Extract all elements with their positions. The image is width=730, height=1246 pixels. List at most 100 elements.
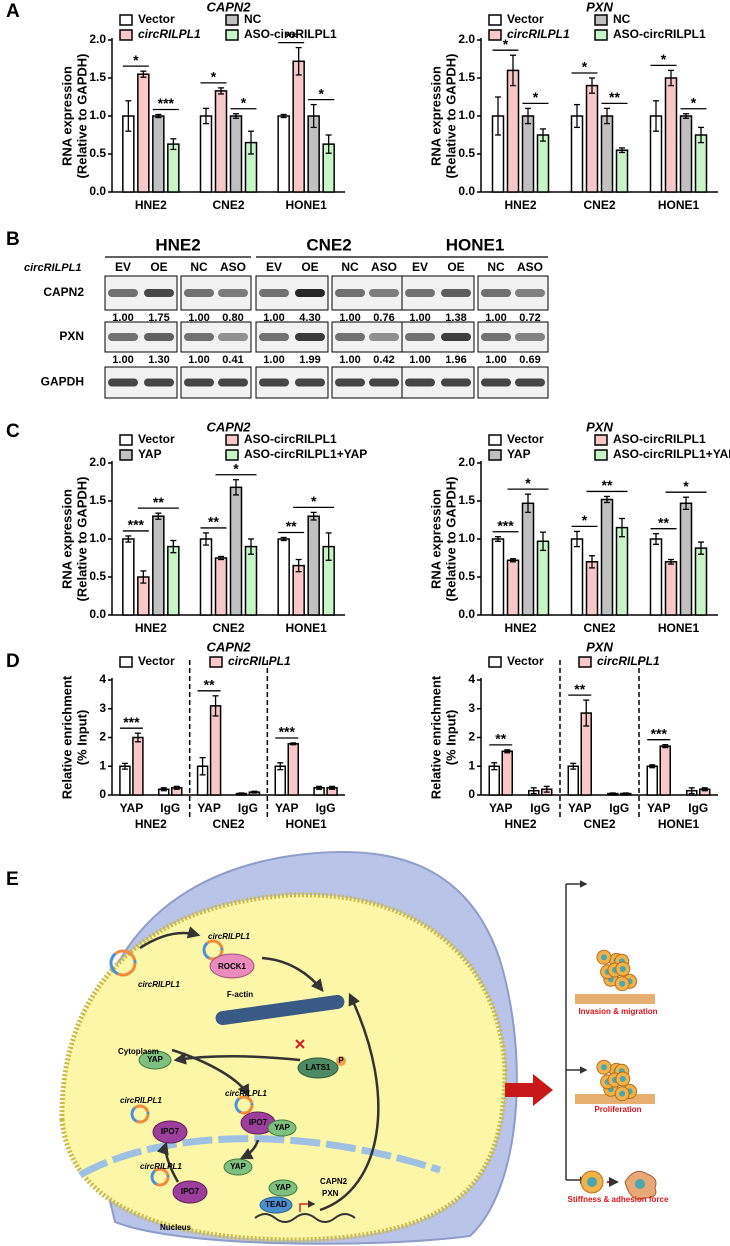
bar bbox=[229, 486, 243, 616]
significance-label: ** bbox=[208, 514, 219, 530]
quant-label: 1.30 bbox=[148, 354, 169, 366]
legend-swatch bbox=[209, 656, 223, 668]
quant-label: 4.30 bbox=[299, 312, 320, 324]
quant-label: 1.96 bbox=[445, 354, 466, 366]
diagram-label: YAP bbox=[274, 1123, 290, 1132]
error-bar bbox=[653, 100, 659, 132]
legend-label: circRILPL1 bbox=[507, 27, 570, 41]
lane-label: NC bbox=[341, 260, 359, 274]
y-tick-label: 2.0 bbox=[89, 455, 106, 469]
diagram-label: IPO7 bbox=[161, 1127, 180, 1136]
y-axis-label: (Relative to GAPDH) bbox=[443, 477, 458, 602]
diagram-label: YAP bbox=[230, 1162, 246, 1171]
bar bbox=[137, 73, 150, 193]
blot-band bbox=[184, 378, 214, 387]
diagram-label: LATS1 bbox=[306, 1063, 331, 1072]
error-bar bbox=[619, 147, 625, 154]
y-axis-label: RNA expression bbox=[428, 66, 443, 166]
significance-label: ** bbox=[609, 89, 620, 105]
legend-label: ASO-circRILPL1+YAP bbox=[613, 447, 730, 461]
bar bbox=[274, 765, 286, 796]
quant-label: 0.69 bbox=[519, 354, 540, 366]
y-axis-label: (Relative to GAPDH) bbox=[74, 477, 89, 602]
bar bbox=[600, 115, 614, 193]
y-tick-label: 2 bbox=[468, 730, 475, 744]
blot-band bbox=[441, 333, 471, 341]
error-bar bbox=[495, 96, 501, 136]
significance-label: ** bbox=[495, 731, 506, 747]
y-tick-label: 1.5 bbox=[89, 70, 106, 84]
error-bar bbox=[570, 762, 577, 770]
bar bbox=[615, 526, 629, 616]
x-tick-label: IgG bbox=[316, 801, 336, 815]
error-bar bbox=[310, 103, 317, 129]
bar bbox=[244, 545, 258, 616]
significance-label: * bbox=[211, 69, 217, 85]
x-tick-label: IgG bbox=[609, 801, 629, 815]
error-bar bbox=[683, 496, 689, 511]
group-label: HNE2 bbox=[135, 817, 167, 831]
quant-label: 1.00 bbox=[263, 312, 284, 324]
error-bar bbox=[525, 107, 531, 125]
legend-swatch bbox=[225, 434, 239, 446]
error-bar bbox=[295, 558, 302, 573]
bar bbox=[491, 538, 505, 616]
error-bar bbox=[668, 558, 674, 565]
y-axis-label: Relative enrichment bbox=[59, 675, 74, 799]
significance-label: * bbox=[661, 51, 667, 67]
error-bar bbox=[495, 536, 501, 542]
diagram-label: circRILPL1 bbox=[140, 1162, 182, 1171]
lane-label: EV bbox=[266, 260, 282, 274]
x-tick-label: YAP bbox=[275, 801, 299, 815]
blot-band bbox=[335, 378, 365, 387]
error-bar bbox=[622, 792, 629, 795]
bar bbox=[521, 502, 535, 616]
y-axis-label: (Relative to GAPDH) bbox=[443, 54, 458, 179]
y-tick-label: 1 bbox=[99, 758, 106, 772]
y-tick-label: 1.0 bbox=[89, 108, 106, 122]
circrna-ring bbox=[150, 1167, 170, 1187]
diagram-label: Cytoplasm bbox=[118, 1047, 159, 1056]
error-bar bbox=[698, 126, 704, 144]
bar bbox=[199, 538, 213, 616]
error-bar bbox=[530, 787, 537, 795]
significance-label: ** bbox=[602, 477, 613, 493]
bar bbox=[214, 90, 228, 193]
y-axis-label: RNA expression bbox=[428, 489, 443, 589]
y-tick-label: 0.0 bbox=[458, 184, 475, 198]
error-bar bbox=[510, 54, 516, 87]
significance-label: *** bbox=[651, 725, 668, 741]
error-bar bbox=[155, 512, 162, 520]
protein-label: CAPN2 bbox=[43, 285, 84, 299]
bar bbox=[567, 765, 579, 796]
tead bbox=[259, 1196, 293, 1214]
blot-band bbox=[405, 333, 435, 341]
bar bbox=[214, 557, 228, 616]
significance-label: *** bbox=[123, 714, 140, 730]
error-bar bbox=[510, 558, 516, 563]
error-bar bbox=[540, 128, 546, 142]
quant-label: 1.38 bbox=[445, 312, 466, 324]
x-tick-label: CNE2 bbox=[212, 198, 244, 212]
error-bar bbox=[583, 699, 590, 727]
quant-label: 1.00 bbox=[409, 354, 430, 366]
blot-band bbox=[515, 289, 545, 297]
blot-band bbox=[108, 333, 138, 341]
y-tick-label: 0.5 bbox=[89, 569, 106, 583]
error-bar bbox=[160, 787, 167, 792]
quant-label: 0.76 bbox=[373, 312, 394, 324]
group-label: HONE1 bbox=[658, 817, 700, 831]
y-tick-label: 0.5 bbox=[458, 146, 475, 160]
error-bar bbox=[604, 107, 610, 125]
bar bbox=[664, 77, 678, 193]
chart-title: PXN bbox=[586, 0, 613, 14]
quant-label: 1.00 bbox=[188, 354, 209, 366]
significance-label: *** bbox=[497, 517, 514, 533]
panel-label: D bbox=[6, 651, 20, 672]
panel-label: C bbox=[6, 421, 20, 442]
quant-label: 1.00 bbox=[339, 354, 360, 366]
bar bbox=[585, 84, 599, 193]
y-tick-label: 0.5 bbox=[458, 569, 475, 583]
cell-nucleus bbox=[587, 1177, 597, 1187]
bar bbox=[521, 115, 535, 193]
